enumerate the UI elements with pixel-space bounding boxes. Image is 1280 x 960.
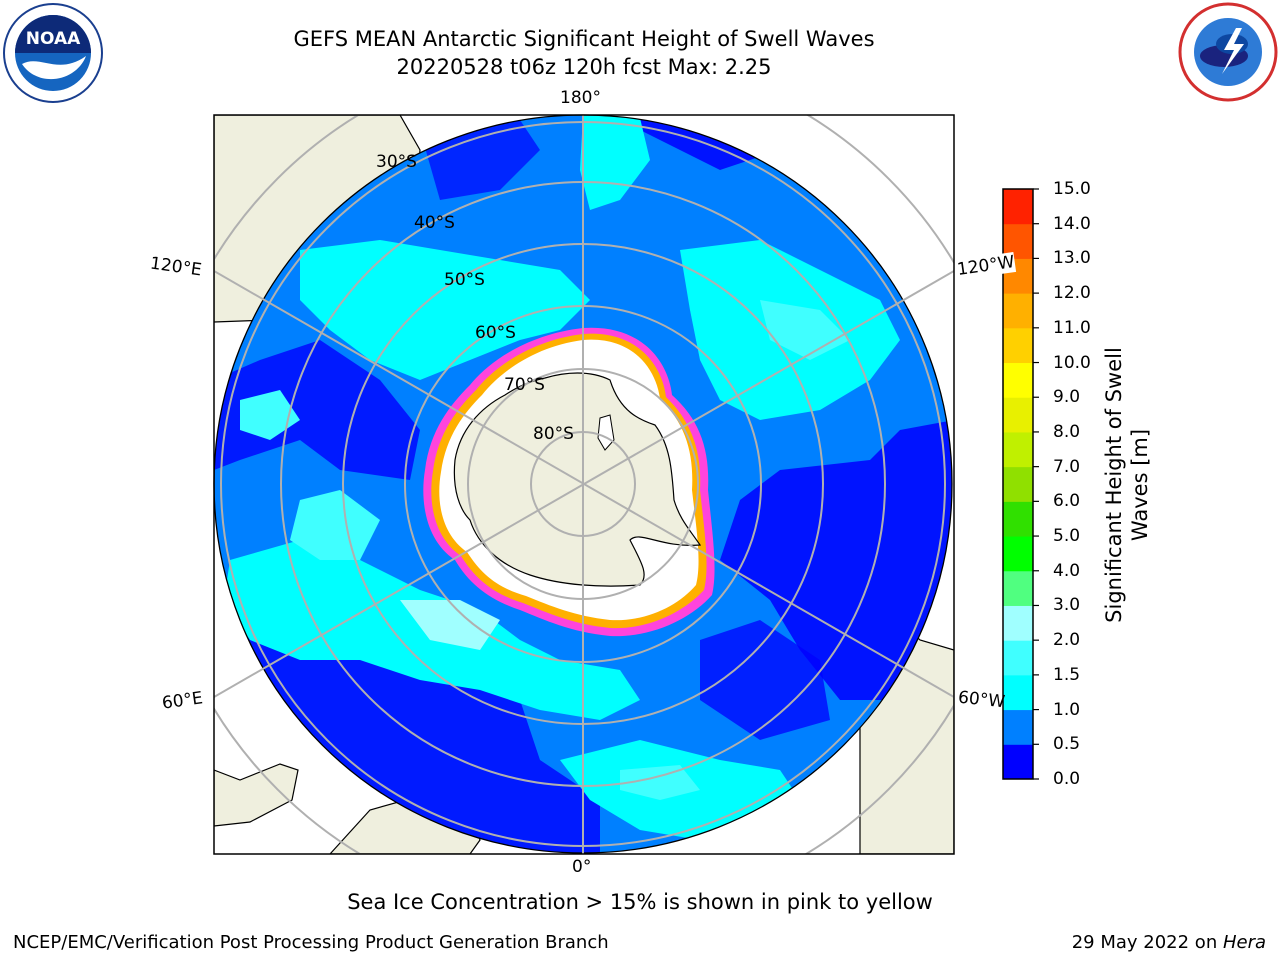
colorbar-tick-label: 10.0 [1053,352,1091,373]
colorbar-tick-label: 0.5 [1053,734,1081,755]
footer-credit: NCEP/EMC/Verification Post Processing Pr… [13,932,609,953]
colorbar-tick-label: 2.0 [1053,630,1081,651]
noaa-logo: NOAA [3,3,103,103]
colorbar-swatch [1003,709,1033,745]
colorbar-tick-label: 8.0 [1053,421,1081,442]
colorbar-frame [1002,188,1034,780]
lat-label-60s: 60°S [475,323,516,343]
colorbar-swatch [1003,466,1033,502]
colorbar-tick-label: 11.0 [1053,317,1091,338]
lat-label-30s: 30°S [376,152,417,172]
colorbar-swatch [1003,327,1033,364]
chart-subtitle: 20220528 t06z 120h fcst Max: 2.25 [396,55,772,79]
footer-host: Hera [1222,932,1266,953]
colorbar-swatch [1003,431,1033,468]
colorbar-swatch [1003,397,1033,433]
colorbar-tick-label: 3.0 [1053,595,1081,616]
lat-label-70s: 70°S [504,375,545,395]
colorbar-tick-label: 9.0 [1053,387,1081,408]
plot-frame [213,114,955,855]
colorbar-swatch [1003,536,1033,572]
colorbar-tick-label: 13.0 [1053,248,1091,269]
colorbar-title: Significant Height of Swell Waves [m] [1101,325,1153,645]
colorbar-swatch [1003,293,1033,329]
colorbar-tick-label: 12.0 [1053,283,1091,304]
lat-label-80s: 80°S [533,424,574,444]
graticule [214,115,954,854]
lat-label-40s: 40°S [414,213,455,233]
colorbar-tick-label: 6.0 [1053,491,1081,512]
colorbar-swatch [1003,674,1033,711]
colorbar-title-line1: Significant Height of Swell [1102,347,1126,623]
colorbar-tick-label: 5.0 [1053,526,1081,547]
colorbar-title-line2: Waves [m] [1128,428,1152,542]
colorbar-tick-label: 14.0 [1053,213,1091,234]
sea-ice-note: Sea Ice Concentration > 15% is shown in … [347,890,933,914]
lat-label-50s: 50°S [444,270,485,290]
footer-date-text: 29 May 2022 on [1071,932,1223,953]
chart-title: GEFS MEAN Antarctic Significant Height o… [293,27,875,51]
colorbar-tick-label: 0.0 [1053,769,1081,789]
colorbar-tick-label: 4.0 [1053,560,1081,581]
lon-label-180: 180° [560,88,601,108]
colorbar-tick-label: 1.5 [1053,664,1081,685]
lon-label-0: 0° [572,857,592,877]
colorbar-swatch [1003,640,1033,676]
nws-logo [1178,2,1278,102]
colorbar-swatch [1003,605,1033,641]
colorbar-tick-label: 7.0 [1053,456,1081,477]
colorbar-swatch [1003,362,1033,398]
colorbar-tick-label: 15.0 [1053,179,1091,199]
svg-text:NOAA: NOAA [26,29,81,49]
colorbar-tick-label: 1.0 [1053,699,1081,720]
colorbar-swatch [1003,501,1033,537]
colorbar-swatch [1003,189,1033,225]
colorbar-swatch [1003,744,1033,780]
footer-date: 29 May 2022 on Hera [1072,932,1266,953]
colorbar-swatch [1003,570,1033,606]
colorbar [1002,188,1039,780]
